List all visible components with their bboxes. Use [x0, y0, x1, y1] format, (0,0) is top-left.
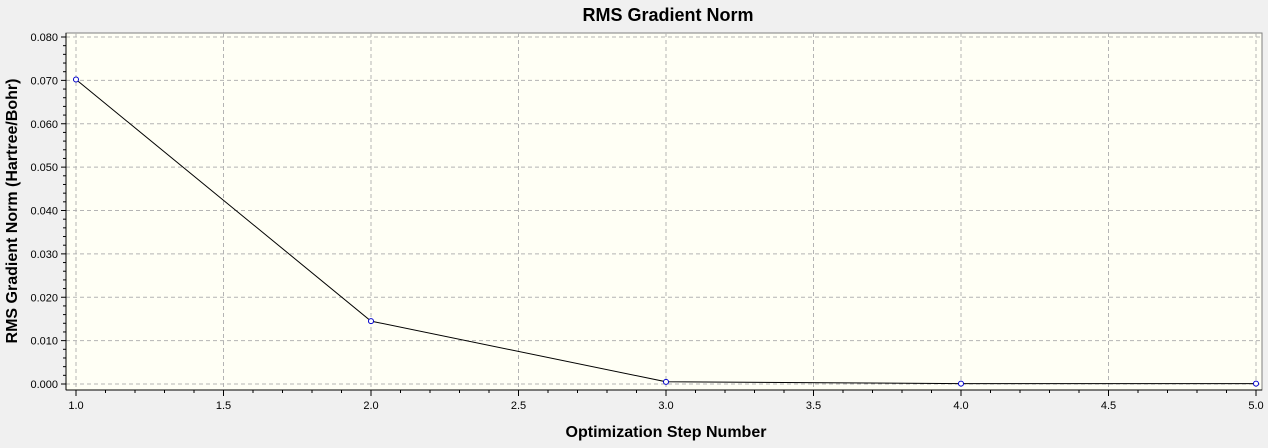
y-tick-label: 0.020 — [30, 292, 58, 304]
x-tick-label: 5.0 — [1248, 400, 1263, 412]
x-tick-label: 4.5 — [1101, 400, 1116, 412]
series-layer — [73, 76, 1259, 387]
axes — [61, 33, 1262, 396]
x-tick-label: 3.5 — [806, 400, 821, 412]
y-axis-label: RMS Gradient Norm (Hartree/Bohr) — [4, 79, 21, 344]
y-tick-label: 0.000 — [30, 379, 58, 391]
y-tick-label: 0.080 — [30, 32, 58, 44]
plot-area — [65, 32, 1263, 391]
data-point — [368, 318, 374, 325]
data-point — [1253, 380, 1259, 387]
data-point — [958, 380, 964, 387]
chart-title: RMS Gradient Norm — [582, 5, 753, 25]
y-tick-label: 0.040 — [30, 206, 58, 218]
grid-lines — [66, 33, 1262, 390]
x-tick-label: 2.5 — [511, 400, 526, 412]
tick-labels: 0.000 0.010 0.020 0.030 0.040 0.050 0.060 0.070… — [30, 32, 1263, 412]
x-axis-label: Optimization Step Number — [566, 424, 767, 441]
y-tick-label: 0.030 — [30, 249, 58, 261]
y-tick-label: 0.060 — [30, 119, 58, 131]
y-tick-label: 0.070 — [30, 75, 58, 87]
x-tick-label: 2.0 — [363, 400, 378, 412]
x-tick-label: 4.0 — [953, 400, 968, 412]
x-tick-label: 3.0 — [658, 400, 673, 412]
x-tick-label: 1.5 — [216, 400, 231, 412]
data-point — [73, 76, 79, 83]
x-tick-label: 1.0 — [68, 400, 83, 412]
data-point — [663, 378, 669, 385]
y-tick-label: 0.050 — [30, 162, 58, 174]
y-tick-label: 0.010 — [30, 336, 58, 348]
